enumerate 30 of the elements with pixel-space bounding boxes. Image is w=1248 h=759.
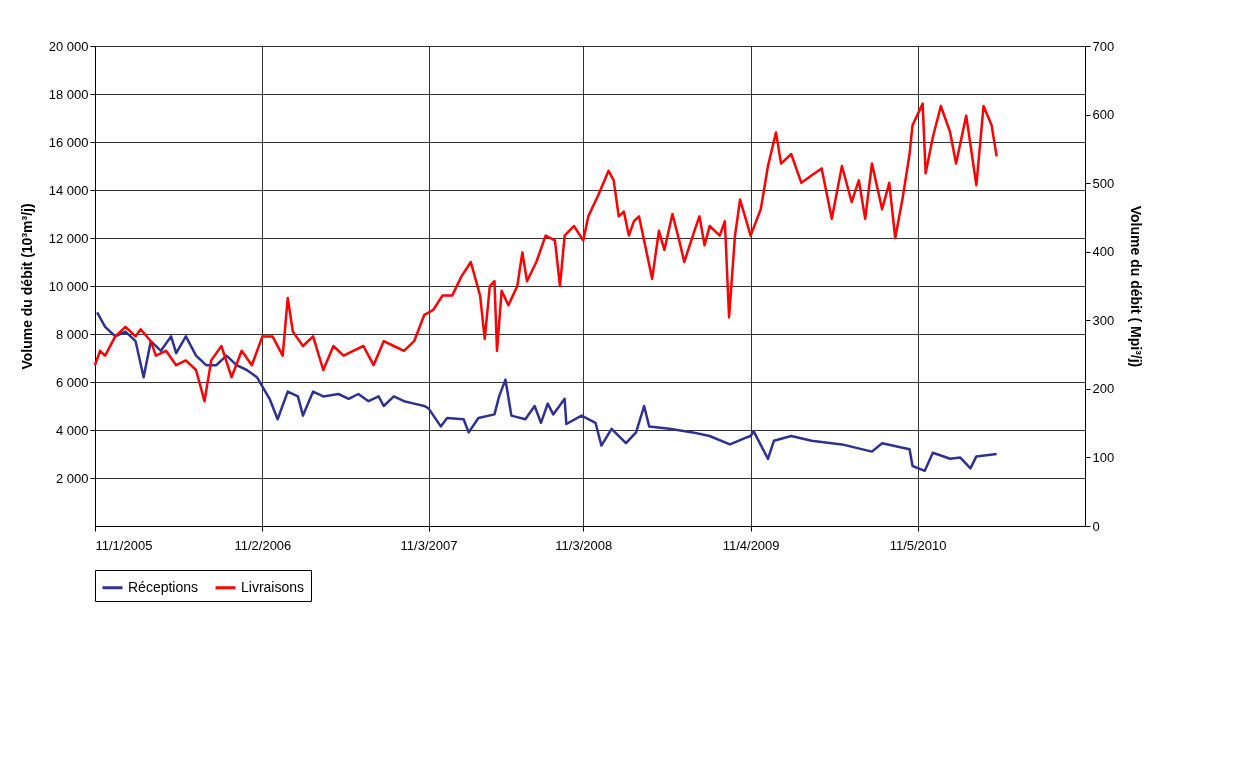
y2-tick-label: 200: [1092, 381, 1115, 397]
legend-label: Réceptions: [128, 578, 199, 595]
y-tick-label: 12 000: [48, 230, 89, 246]
x-tick-label: 11/1/2005: [95, 537, 153, 553]
y2-axis-title: Volume du débit ( Mpi³/j): [1128, 205, 1145, 368]
y-tick-label: 16 000: [48, 134, 89, 150]
y-tick-label: 10 000: [48, 278, 89, 294]
x-tick-label: 11/3/2008: [555, 537, 613, 553]
y2-tick-label: 0: [1092, 518, 1100, 534]
y2-tick-label: 100: [1092, 449, 1115, 465]
legend-label: Livraisons: [241, 578, 305, 595]
y2-tick-label: 600: [1092, 107, 1115, 123]
line-series: [95, 311, 998, 473]
y-tick-label: 4 000: [55, 422, 89, 438]
y-tick-label: 14 000: [48, 182, 89, 198]
x-tick-label: 11/5/2010: [889, 537, 947, 553]
y-tick-label: 6 000: [55, 374, 89, 390]
x-tick-label: 11/3/2007: [400, 537, 458, 553]
y-tick-label: 20 000: [48, 38, 89, 54]
x-tick-label: 11/2/2006: [234, 537, 292, 553]
y-tick-label: 18 000: [48, 86, 89, 102]
y-tick-label: 2 000: [55, 470, 89, 486]
y2-tick-label: 400: [1092, 244, 1115, 260]
x-tick-label: 11/4/2009: [722, 537, 780, 553]
y2-tick-label: 500: [1092, 175, 1115, 191]
y2-tick-label: 300: [1092, 312, 1115, 328]
y-axis-title: Volume du débit (10³m³/j): [18, 203, 35, 370]
y2-tick-label: 700: [1092, 38, 1115, 54]
y-tick-label: 8 000: [55, 326, 89, 342]
line-series: [93, 102, 998, 403]
